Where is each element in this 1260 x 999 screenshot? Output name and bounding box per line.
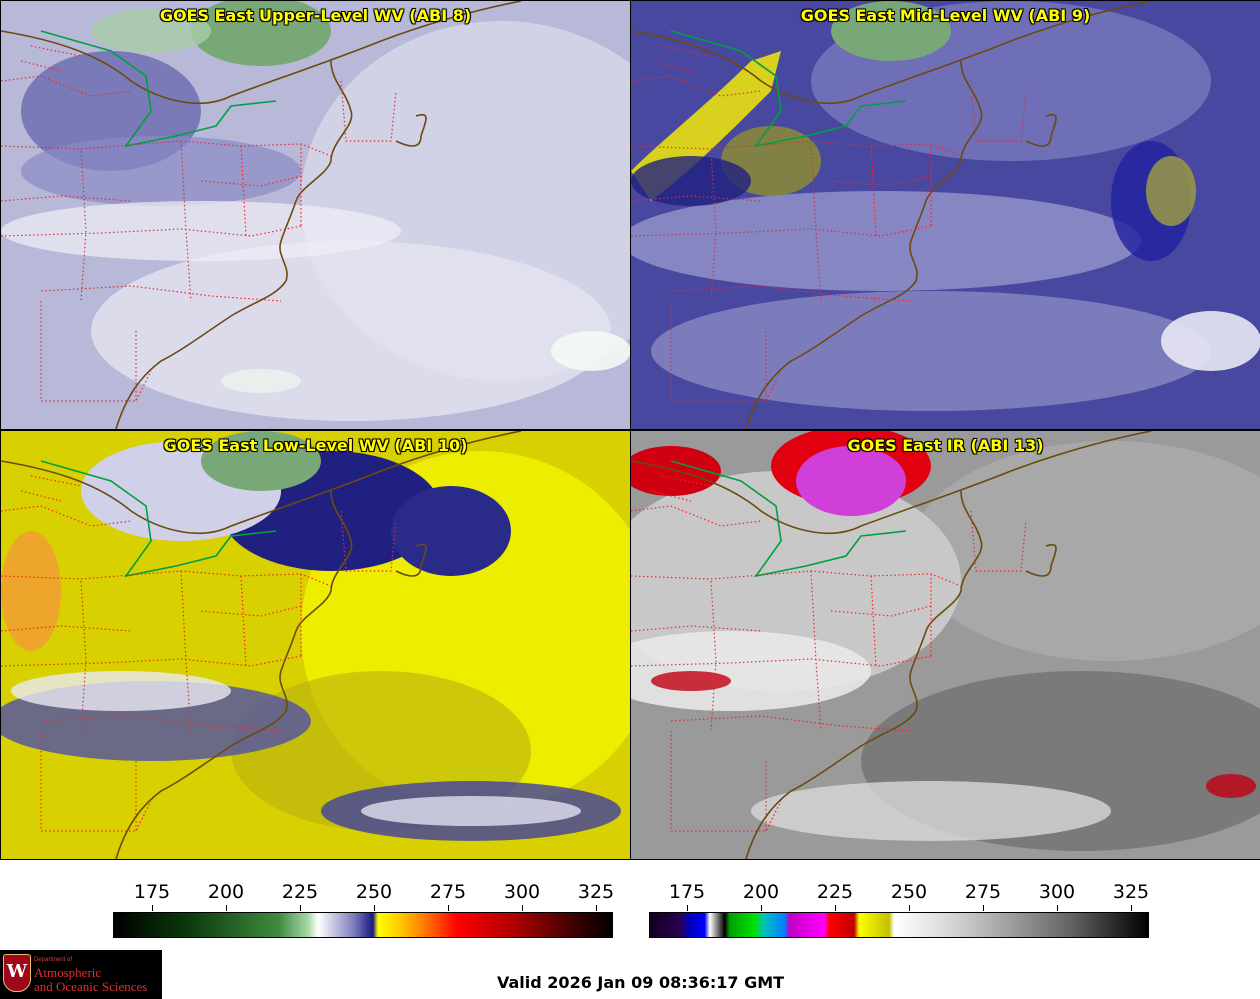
upper-level-wv-image: [1, 1, 630, 429]
mid-level-wv-image: [631, 1, 1260, 429]
ir-tick-label: 225: [816, 881, 854, 903]
panel-title: GOES East IR (ABI 13): [847, 436, 1044, 455]
ir-tick-mark: [761, 905, 762, 911]
ir-tick-label: 250: [890, 881, 928, 903]
panel-title: GOES East Upper-Level WV (ABI 8): [159, 6, 472, 25]
upper-level-wv-panel: GOES East Upper-Level WV (ABI 8): [1, 1, 630, 429]
panel-title: GOES East Mid-Level WV (ABI 9): [800, 6, 1091, 25]
ir-tick-mark: [687, 905, 688, 911]
ir-tick-mark: [1131, 905, 1132, 911]
ir-tick-mark: [835, 905, 836, 911]
panel-divider: [0, 429, 1260, 431]
valid-time: Valid 2026 Jan 09 08:36:17 GMT: [497, 973, 785, 992]
wv-colorbar: [113, 912, 613, 938]
logo-line-1: Atmospheric: [34, 965, 102, 980]
wv-tick-mark: [300, 905, 301, 911]
ir-tick-label: 175: [668, 881, 706, 903]
ir-tick-label: 200: [742, 881, 780, 903]
ir-tick-mark: [1057, 905, 1058, 911]
wv-tick-label: 225: [281, 881, 319, 903]
wv-tick-label: 325: [577, 881, 615, 903]
wv-tick-label: 275: [429, 881, 467, 903]
ir-image: [631, 431, 1260, 859]
aos-logo: W Department of Atmospheric and Oceanic …: [0, 950, 162, 999]
wv-tick-mark: [448, 905, 449, 911]
wv-tick-mark: [226, 905, 227, 911]
wv-tick-mark: [596, 905, 597, 911]
wv-tick-mark: [152, 905, 153, 911]
ir-tick-label: 300: [1038, 881, 1076, 903]
logo-department: Department of: [34, 957, 73, 963]
wv-tick-label: 250: [355, 881, 393, 903]
wv-tick-label: 200: [207, 881, 245, 903]
wv-tick-mark: [374, 905, 375, 911]
logo-line-2: and Oceanic Sciences: [34, 979, 148, 994]
wv-tick-label: 175: [133, 881, 171, 903]
low-level-wv-panel: GOES East Low-Level WV (ABI 10): [1, 431, 630, 859]
uw-shield-icon: W: [3, 954, 31, 992]
low-level-wv-image: [1, 431, 630, 859]
ir-tick-mark: [909, 905, 910, 911]
wv-tick-mark: [522, 905, 523, 911]
panel-title: GOES East Low-Level WV (ABI 10): [163, 436, 468, 455]
mid-level-wv-panel: GOES East Mid-Level WV (ABI 9): [631, 1, 1260, 429]
ir-panel: GOES East IR (ABI 13): [631, 431, 1260, 859]
wv-tick-label: 300: [503, 881, 541, 903]
ir-tick-mark: [983, 905, 984, 911]
ir-colorbar: [649, 912, 1149, 938]
ir-tick-label: 275: [964, 881, 1002, 903]
ir-tick-label: 325: [1112, 881, 1150, 903]
